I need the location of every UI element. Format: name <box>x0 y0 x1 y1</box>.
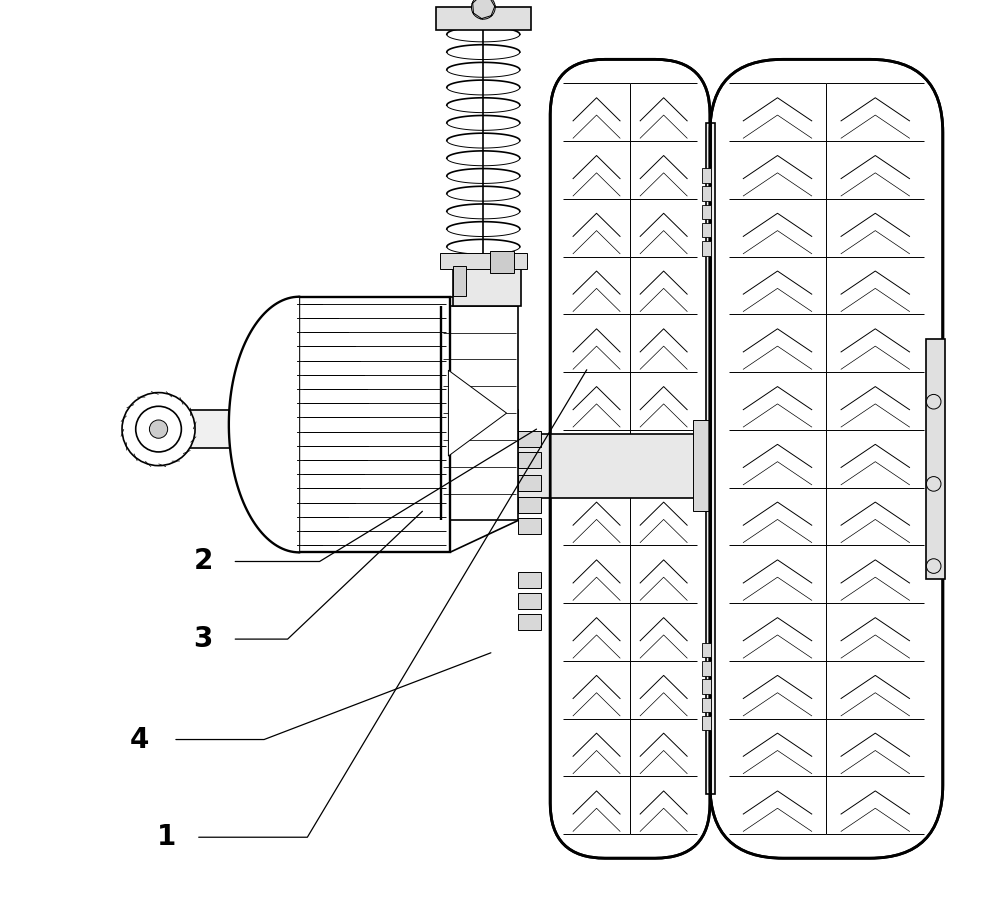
Bar <box>436 7 531 30</box>
Bar <box>702 205 711 219</box>
Bar <box>702 679 711 694</box>
Bar <box>518 475 541 491</box>
Bar <box>702 698 711 712</box>
Bar <box>702 186 711 201</box>
Bar <box>702 168 711 183</box>
Circle shape <box>926 394 941 409</box>
Bar <box>490 251 514 273</box>
Polygon shape <box>448 371 507 456</box>
Bar <box>706 123 715 794</box>
Bar <box>518 572 541 588</box>
Bar <box>702 716 711 730</box>
Circle shape <box>136 406 181 452</box>
Text: 1: 1 <box>157 824 176 851</box>
Bar <box>518 452 541 468</box>
FancyBboxPatch shape <box>550 59 710 858</box>
Bar <box>518 518 541 534</box>
Bar <box>440 253 527 269</box>
Bar <box>518 497 541 513</box>
Bar <box>453 256 521 306</box>
Bar <box>299 297 450 552</box>
Text: 4: 4 <box>130 726 149 753</box>
Bar <box>441 306 518 520</box>
Bar <box>518 614 541 630</box>
Bar <box>702 241 711 256</box>
Text: 2: 2 <box>194 548 213 575</box>
Bar <box>926 339 945 579</box>
Circle shape <box>471 0 495 19</box>
FancyBboxPatch shape <box>710 59 943 858</box>
Bar <box>165 410 518 448</box>
Bar <box>702 661 711 676</box>
Circle shape <box>926 559 941 573</box>
Bar <box>702 223 711 237</box>
Circle shape <box>122 393 195 466</box>
Circle shape <box>149 420 168 438</box>
Bar <box>453 266 466 296</box>
Bar <box>693 420 710 511</box>
Polygon shape <box>229 297 299 552</box>
Text: 3: 3 <box>194 625 213 653</box>
Bar <box>518 431 541 447</box>
Bar <box>702 643 711 657</box>
Bar <box>514 434 707 498</box>
Circle shape <box>926 477 941 491</box>
Bar <box>518 593 541 609</box>
